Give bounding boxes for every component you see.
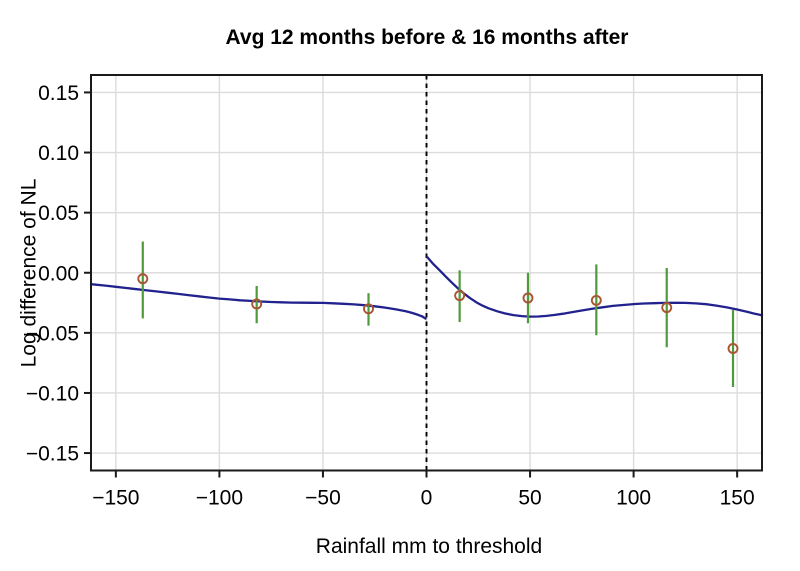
y-tick-label: −0.10 bbox=[26, 382, 79, 405]
data-point bbox=[522, 292, 534, 304]
data-point bbox=[363, 303, 374, 315]
chart-title: Avg 12 months before & 16 months after bbox=[225, 26, 629, 49]
x-tick-label: 100 bbox=[616, 487, 651, 510]
data-point bbox=[661, 302, 673, 314]
y-tick-label: 0.15 bbox=[38, 82, 79, 105]
x-tick-label: −50 bbox=[305, 487, 341, 510]
x-tick-label: 0 bbox=[421, 487, 433, 510]
x-tick-label: −150 bbox=[92, 487, 139, 510]
fit-line-right bbox=[426, 256, 764, 318]
data-point bbox=[727, 343, 739, 354]
data-point bbox=[251, 298, 263, 310]
y-tick-label: −0.05 bbox=[26, 322, 79, 345]
x-tick-label: −100 bbox=[196, 487, 243, 510]
y-tick-label: −0.15 bbox=[26, 443, 79, 466]
y-tick-label: 0.00 bbox=[38, 262, 79, 285]
x-tick-label: 50 bbox=[518, 487, 541, 510]
fit-line-left bbox=[89, 283, 427, 320]
data-point bbox=[454, 290, 466, 302]
data-point bbox=[137, 273, 149, 285]
y-tick-label: 0.05 bbox=[38, 202, 79, 225]
y-tick-label: 0.10 bbox=[38, 142, 79, 165]
x-axis-title: Rainfall mm to threshold bbox=[315, 535, 543, 558]
x-tick-label: 150 bbox=[720, 487, 755, 510]
data-point bbox=[590, 294, 602, 306]
